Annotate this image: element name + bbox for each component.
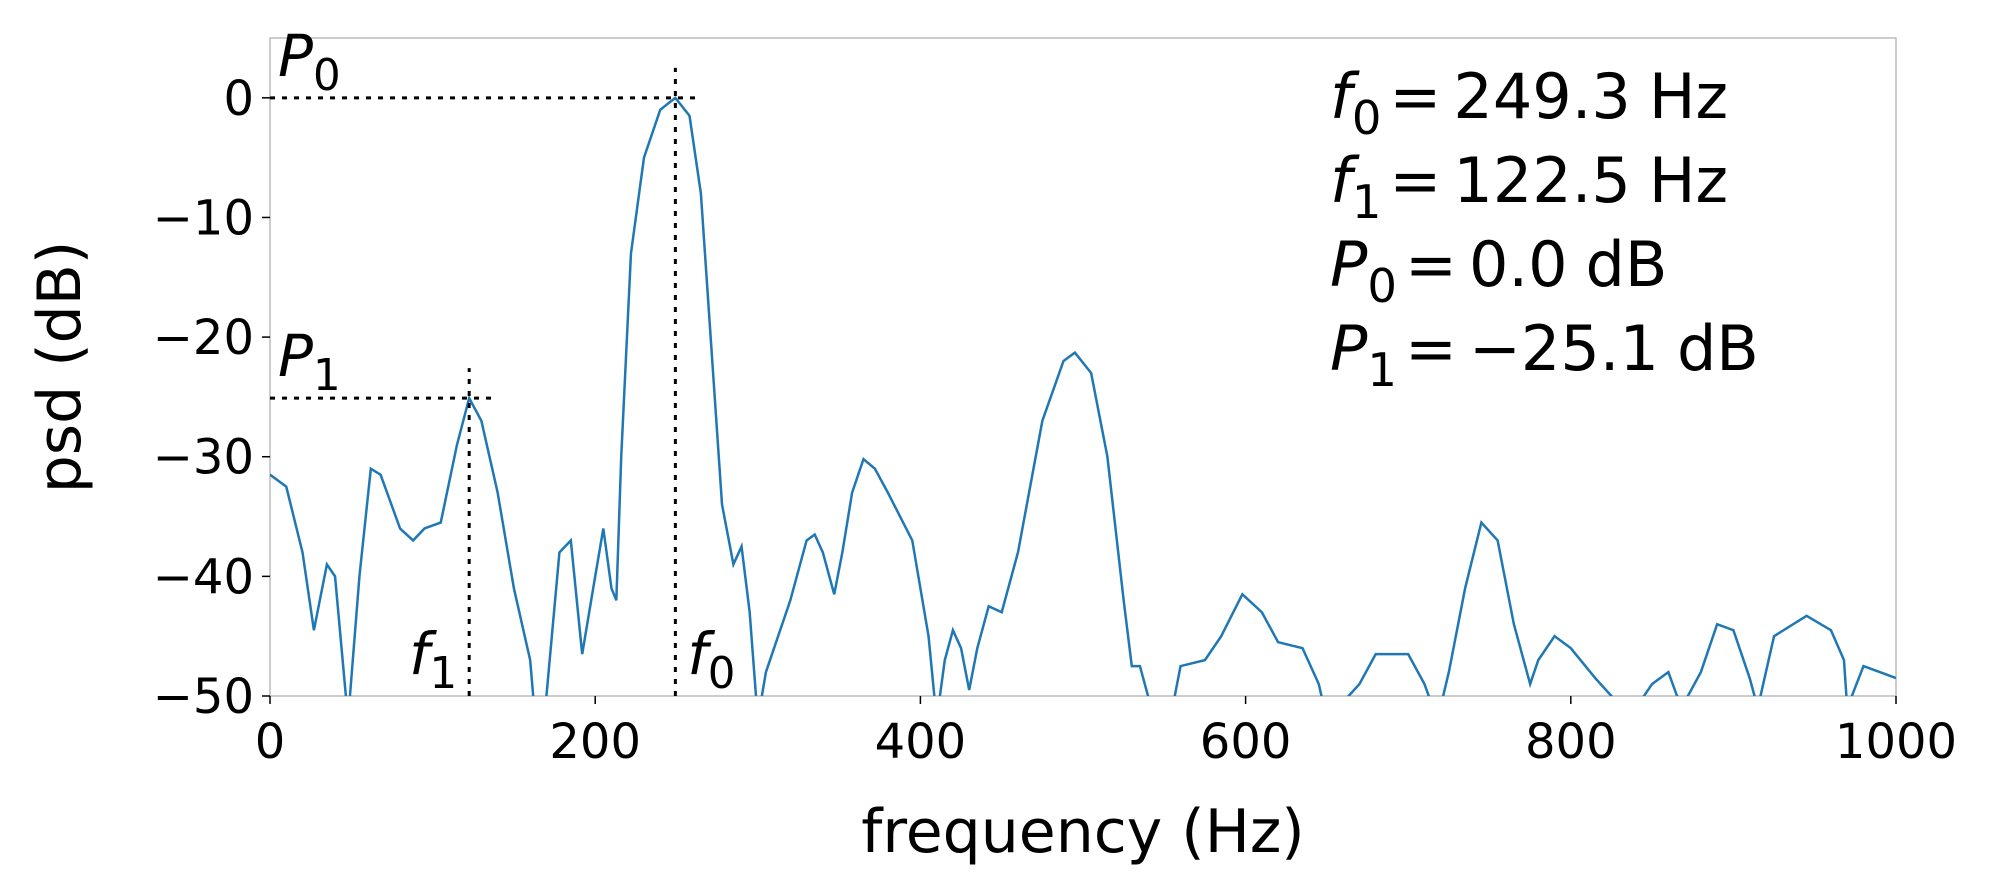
y-tick-label: −40 — [153, 549, 254, 605]
readout-value: 249.3 — [1453, 60, 1631, 133]
symbol: P — [1330, 312, 1368, 385]
equals: = — [1405, 228, 1457, 301]
readout: P0 = 0.0 dB — [1330, 228, 1667, 313]
y-axis-label: psd (dB) — [25, 241, 95, 494]
subscript: 0 — [708, 649, 736, 699]
equals: = — [1405, 312, 1457, 385]
subscript: 1 — [1367, 343, 1397, 397]
readout: P1 = −25.1 dB — [1330, 312, 1759, 397]
subscript: 1 — [429, 649, 457, 699]
symbol: P — [278, 322, 313, 390]
subscript: 0 — [1352, 91, 1382, 145]
unit: dB — [1586, 228, 1668, 301]
x-tick-label: 400 — [875, 714, 967, 770]
y-tick-label: 0 — [223, 71, 254, 127]
y-tick-label: −20 — [153, 310, 254, 366]
readout-value: 122.5 — [1453, 144, 1631, 217]
y-tick-label: −10 — [153, 190, 254, 246]
readout: f0 = 249.3 Hz — [1330, 60, 1728, 145]
readout: f1 = 122.5 Hz — [1330, 144, 1728, 229]
unit: dB — [1677, 312, 1759, 385]
unit: Hz — [1649, 60, 1728, 133]
equals: = — [1389, 144, 1441, 217]
x-tick-label: 200 — [549, 714, 641, 770]
plot-frame — [269, 37, 1897, 697]
symbol: P — [1330, 228, 1368, 301]
x-axis-label: frequency (Hz) — [861, 797, 1304, 867]
y-tick-label: −50 — [153, 669, 254, 725]
marker-label: P0 — [278, 22, 341, 101]
equals: = — [1389, 60, 1441, 133]
symbol: P — [278, 22, 313, 90]
psd-line — [270, 96, 1896, 696]
subscript: 0 — [1367, 259, 1397, 313]
marker-label: P1 — [278, 322, 341, 401]
readout-value: −25.1 — [1469, 312, 1659, 385]
x-tick-label: 1000 — [1835, 714, 1957, 770]
subscript: 0 — [313, 51, 341, 101]
x-tick-label: 600 — [1200, 714, 1292, 770]
x-tick-label: 0 — [255, 714, 286, 770]
y-tick-label: −30 — [153, 430, 254, 486]
x-tick-label: 800 — [1525, 714, 1617, 770]
subscript: 1 — [1352, 175, 1382, 229]
marker-label: f0 — [687, 620, 735, 699]
unit: Hz — [1649, 144, 1728, 217]
plot-area — [270, 96, 1896, 696]
marker-label: f1 — [409, 620, 457, 699]
subscript: 1 — [313, 351, 341, 401]
readout-value: 0.0 — [1469, 228, 1568, 301]
